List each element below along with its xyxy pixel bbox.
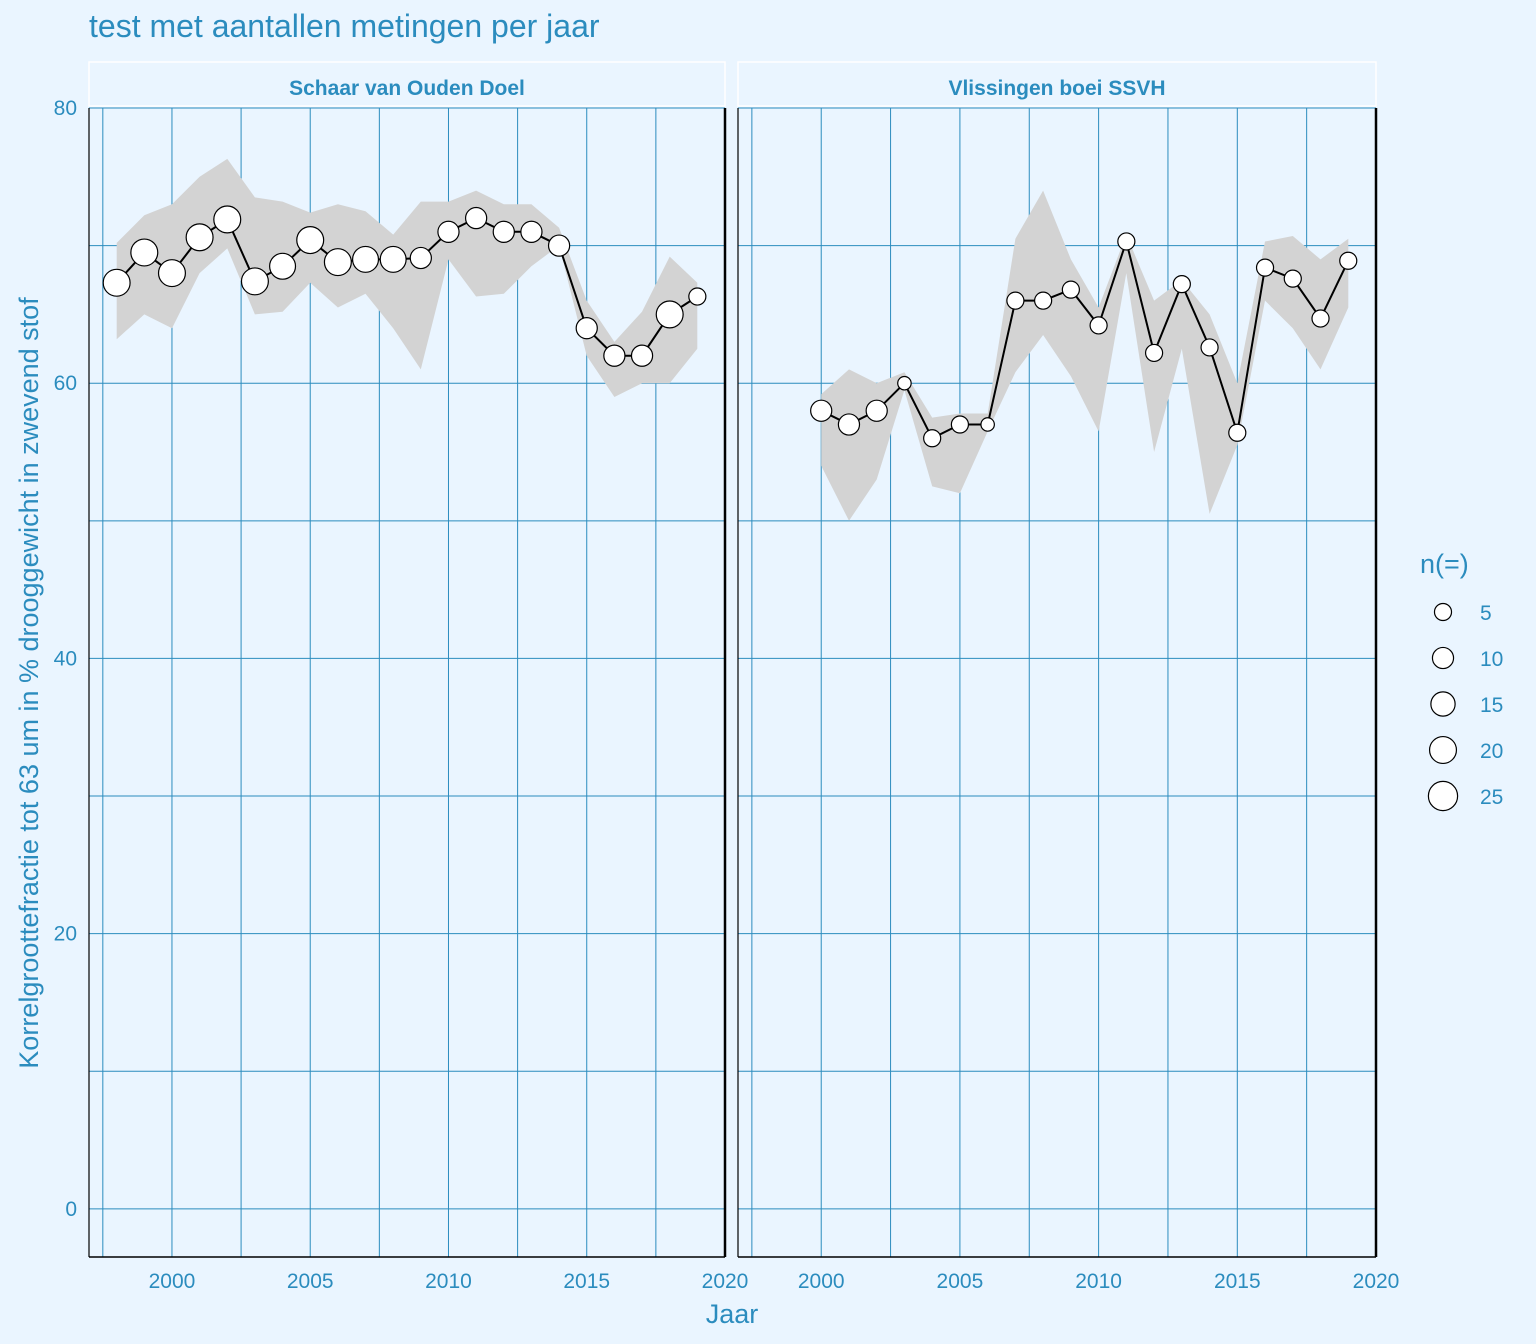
data-point	[185, 223, 214, 252]
data-point	[575, 317, 598, 340]
y-tick-label: 20	[54, 923, 77, 946]
x-tick-label: 2005	[937, 1270, 984, 1293]
y-tick-label: 60	[54, 372, 77, 395]
legend-key	[1431, 646, 1455, 670]
data-point	[520, 220, 543, 244]
data-point	[688, 287, 707, 306]
facet-panels: Schaar van Ouden Doel 0 20 40 60 80 Vlissingen…	[54, 61, 1378, 1258]
data-point	[1255, 258, 1275, 277]
data-point	[1006, 291, 1025, 310]
y-axis-title: Korrelgrootte​fractie tot 63 um in % dro…	[14, 297, 44, 1069]
facet-strip	[737, 61, 1377, 107]
series-line	[115, 216, 698, 357]
confidence-ribbon	[821, 190, 1349, 521]
data-point	[296, 226, 325, 255]
data-point	[1311, 309, 1330, 328]
y-tick-label: 80	[54, 97, 77, 120]
data-point	[1089, 316, 1108, 335]
legend-key	[1430, 691, 1456, 717]
data-point	[1339, 251, 1358, 270]
data-point	[630, 344, 654, 367]
series-line	[820, 237, 1350, 440]
facet-strip-label: Schaar van Ouden Doel	[289, 77, 525, 100]
data-point	[603, 344, 626, 367]
x-tick-label: 2000	[149, 1270, 196, 1293]
y-tick-label: 40	[54, 647, 77, 670]
data-point	[897, 375, 912, 391]
data-point	[1144, 343, 1164, 363]
data-point	[437, 220, 460, 244]
confidence-ribbon	[116, 158, 698, 397]
x-tick-label: 2010	[1075, 1270, 1122, 1293]
data-point	[1200, 338, 1219, 357]
x-tick-label: 2010	[425, 1270, 472, 1293]
data-point	[130, 238, 159, 267]
x-tick-label: 2005	[287, 1270, 334, 1293]
data-point	[351, 245, 380, 273]
data-point	[492, 220, 515, 244]
data-point	[269, 252, 297, 280]
data-point	[980, 417, 995, 432]
legend-key	[1428, 735, 1458, 765]
data-point	[157, 259, 186, 288]
data-point	[240, 267, 269, 296]
x-tick-label: 2020	[702, 1270, 749, 1293]
data-point	[323, 248, 352, 277]
panel-2: Vlissingen boei SSVH	[737, 61, 1378, 1258]
data-point	[464, 206, 488, 230]
data-point	[1283, 269, 1302, 288]
x-tick-label: 2000	[798, 1270, 845, 1293]
facet-strip	[88, 61, 726, 107]
legend-label: 25	[1480, 786, 1503, 809]
data-point	[950, 415, 970, 434]
data-point	[1228, 423, 1247, 442]
legend-label: 10	[1480, 648, 1503, 671]
data-point	[655, 300, 684, 329]
y-tick-label: 0	[65, 1198, 77, 1221]
facet-strip-label: Vlissingen boei SSVH	[948, 77, 1165, 100]
legend-label: 20	[1480, 740, 1503, 763]
data-point	[810, 399, 833, 422]
data-point	[1117, 232, 1136, 251]
data-points	[102, 205, 707, 367]
data-point	[837, 413, 861, 436]
data-point	[923, 429, 942, 448]
size-legend: n(=) 5 10 15 20 25	[1420, 549, 1503, 812]
data-point	[1034, 291, 1053, 310]
data-point	[409, 246, 432, 270]
data-points	[810, 232, 1358, 448]
legend-key	[1427, 780, 1459, 812]
legend-key	[1433, 602, 1453, 622]
data-point	[1061, 280, 1080, 299]
panel-1: Schaar van Ouden Doel 0 20 40 60 80	[54, 61, 727, 1258]
x-tick-label: 2020	[1353, 1270, 1400, 1293]
gridlines	[89, 107, 725, 1257]
data-point	[547, 234, 571, 257]
data-point	[1172, 275, 1191, 294]
data-point	[102, 268, 131, 297]
data-point	[379, 245, 407, 273]
legend-label: 15	[1480, 694, 1503, 717]
x-axis-title: Jaar	[706, 1299, 759, 1329]
chart-title: test met aantallen metingen per jaar	[89, 8, 600, 44]
x-tick-label: 2015	[563, 1270, 610, 1293]
x-axis: 2000 2005 2010 2015 2020 2000 2005 2010 2015 2020	[149, 1270, 1400, 1293]
legend-title: n(=)	[1420, 549, 1469, 579]
data-point	[213, 205, 242, 234]
data-point	[865, 399, 888, 422]
x-tick-label: 2015	[1214, 1270, 1261, 1293]
legend-label: 5	[1480, 602, 1492, 625]
